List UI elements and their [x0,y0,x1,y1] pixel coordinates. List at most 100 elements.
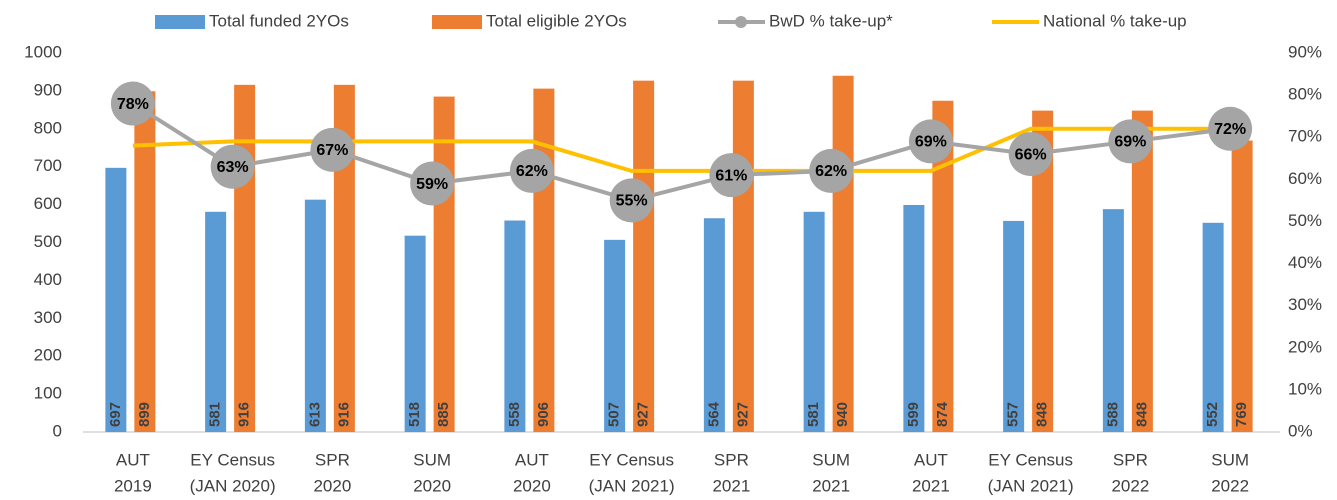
legend-swatch [432,15,482,29]
bar [1231,140,1253,432]
point-label: 72% [1214,121,1246,138]
y2-tick-label: 80% [1288,85,1322,104]
marker [1208,106,1253,151]
bar [1131,110,1153,432]
bar-value-label: 940 [834,402,851,427]
bar [1202,222,1224,432]
legend-swatch [155,15,205,29]
x-tick-label: SPR [1113,450,1148,469]
bar [433,96,455,433]
x-tick-label: 2019 [114,476,152,495]
y2-tick-label: 60% [1288,169,1322,188]
point-label: 61% [715,167,747,184]
bar [903,204,925,432]
x-tick-label: 2021 [812,476,850,495]
marker [210,144,255,189]
x-tick-label: (JAN 2021) [589,476,675,495]
bar-value-label: 557 [1005,402,1022,427]
x-tick-label: AUT [914,450,948,469]
bar-value-label: 588 [1104,402,1121,427]
x-tick-label: 2022 [1111,476,1149,495]
bar [1003,220,1025,432]
marker [1108,119,1153,164]
point-label: 78% [117,96,149,113]
x-tick-label: SUM [1211,450,1249,469]
bar [134,91,156,433]
bar [732,80,754,433]
legend-label: Total eligible 2YOs [486,11,627,30]
x-tick-label: AUT [515,450,549,469]
y-tick-label: 800 [34,118,62,137]
marker [310,127,355,172]
y-tick-label: 400 [34,270,62,289]
marker [908,119,953,164]
legend-label: BwD % take-up* [769,11,893,30]
bar [105,167,127,432]
bar-value-label: 558 [506,402,523,427]
marker [809,148,854,193]
bar-value-label: 552 [1204,402,1221,427]
bar [234,84,256,432]
x-tick-label: 2020 [513,476,551,495]
y2-tick-label: 30% [1288,295,1322,314]
bar [932,100,954,432]
x-tick-label: 2020 [313,476,351,495]
x-tick-label: (JAN 2021) [988,476,1074,495]
bar-value-label: 848 [1034,402,1051,427]
marker [709,153,754,198]
bar [604,239,626,432]
bar [304,199,326,432]
bar-value-label: 906 [535,402,552,427]
point-label: 69% [1114,134,1146,151]
bar-value-label: 599 [905,402,922,427]
bar [703,218,725,432]
bar [333,84,355,432]
y-tick-label: 200 [34,346,62,365]
x-tick-label: 2021 [712,476,750,495]
y-tick-label: 500 [34,232,62,251]
y-tick-label: 900 [34,80,62,99]
bar-value-label: 848 [1133,402,1150,427]
y-tick-label: 100 [34,384,62,403]
point-label: 67% [316,142,348,159]
bar-value-label: 769 [1233,402,1250,427]
bar-value-label: 518 [406,402,423,427]
bar [832,75,854,433]
marker [410,161,455,206]
marker [1008,132,1053,177]
legend-label: National % take-up [1043,11,1187,30]
legend-marker [735,16,747,28]
line [131,101,1231,203]
y2-tick-label: 90% [1288,42,1322,61]
bar-value-label: 697 [107,402,124,427]
y-tick-label: 300 [34,308,62,327]
y2-tick-label: 20% [1288,337,1322,356]
bar-value-label: 927 [734,402,751,427]
marker [509,148,554,193]
x-tick-label: SPR [315,450,350,469]
x-tick-label: SPR [714,450,749,469]
point-label: 66% [1015,146,1047,163]
bar [533,88,555,432]
bar-value-label: 874 [934,401,951,427]
bar-value-label: 916 [236,402,253,427]
bar-value-label: 927 [635,402,652,427]
bar [504,220,526,432]
bar-value-label: 581 [805,402,822,427]
legend-label: Total funded 2YOs [209,11,349,30]
bar [1032,110,1054,432]
x-tick-label: 2021 [912,476,950,495]
x-tick-label: 2022 [1211,476,1249,495]
y2-tick-label: 40% [1288,253,1322,272]
x-tick-label: EY Census [589,450,674,469]
point-label: 59% [416,176,448,193]
y-tick-label: 0 [53,421,62,440]
point-label: 63% [217,159,249,176]
bar-value-label: 564 [705,401,722,427]
y-tick-label: 700 [34,156,62,175]
marker [609,178,654,223]
x-tick-label: AUT [116,450,150,469]
bar [1102,209,1124,432]
